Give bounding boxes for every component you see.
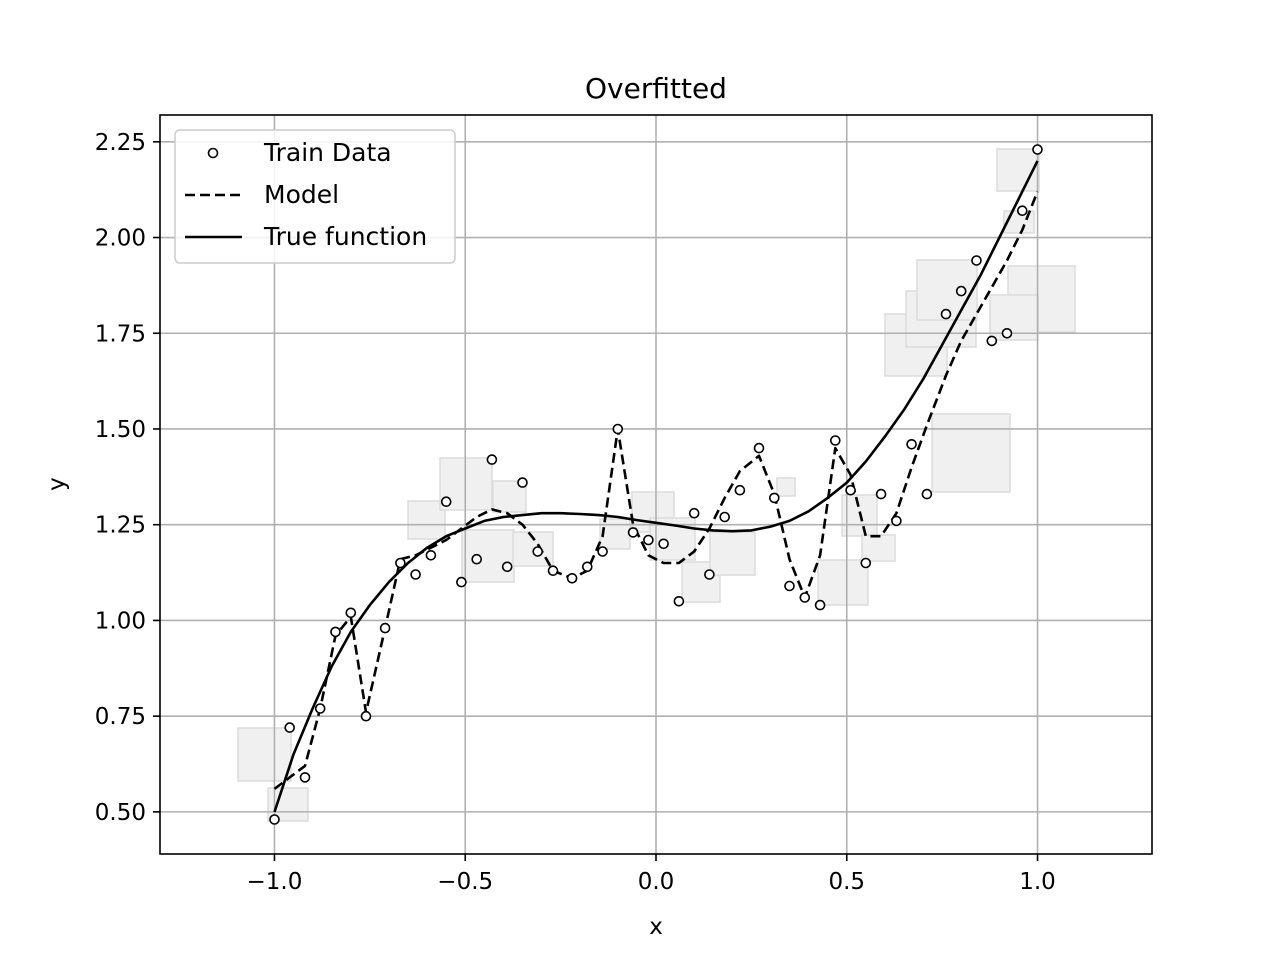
train-data-point <box>314 703 326 714</box>
train-data-point <box>719 511 731 523</box>
train-data-point <box>814 599 826 611</box>
chart-title: Overfitted <box>585 72 727 105</box>
background-patches <box>237 148 1076 822</box>
train-data-point <box>986 335 998 347</box>
train-data-point <box>799 592 811 603</box>
train-data-point <box>1001 327 1013 339</box>
train-data-point <box>627 527 639 538</box>
train-data-point <box>768 492 780 504</box>
train-data-point <box>566 572 578 584</box>
train-data-point <box>395 557 406 569</box>
train-data-point <box>425 549 437 561</box>
x-tick-label: −1.0 <box>247 869 303 895</box>
train-data-point <box>532 546 544 557</box>
train-data-point <box>486 454 498 465</box>
y-axis-label: y <box>44 477 70 491</box>
train-data-point <box>940 308 952 320</box>
train-data-point <box>345 607 357 619</box>
train-data-point <box>971 255 982 266</box>
train-data-point <box>284 722 296 733</box>
train-data-point <box>829 435 841 446</box>
train-data-point <box>753 442 765 454</box>
train-data-point <box>471 553 483 565</box>
train-data-point <box>875 488 887 500</box>
train-data-point <box>456 576 467 588</box>
train-data-point <box>581 561 593 573</box>
train-data-point <box>1016 205 1028 216</box>
x-tick-label: 1.0 <box>1019 869 1056 895</box>
train-data-point <box>643 534 654 546</box>
train-data-point <box>410 569 421 580</box>
train-data-point <box>1032 144 1043 155</box>
train-data-point <box>734 484 746 496</box>
legend-marker-train <box>207 147 219 159</box>
x-axis: −1.0 −0.5 0.0 0.5 1.0 <box>247 854 1056 895</box>
train-data-point <box>299 772 311 783</box>
train-data-point <box>906 438 917 450</box>
x-axis-label: x <box>649 914 663 940</box>
train-data-point <box>955 285 967 297</box>
plot-series <box>269 144 1043 825</box>
y-tick-label: 0.50 <box>95 800 146 826</box>
train-data-point <box>360 710 372 722</box>
train-data-point <box>440 496 452 508</box>
y-tick-label: 1.00 <box>95 608 146 634</box>
legend-label-train: Train Data <box>263 138 392 167</box>
train-data-point <box>921 488 933 500</box>
y-tick-label: 2.25 <box>95 130 146 156</box>
train-data-point <box>658 538 669 550</box>
y-tick-label: 1.75 <box>95 321 146 347</box>
x-tick-label: 0.0 <box>638 869 675 895</box>
y-axis: 0.50 0.75 1.00 1.25 1.50 1.75 2.00 2.25 <box>95 130 160 826</box>
y-tick-label: 1.50 <box>95 417 146 443</box>
true-function-line <box>273 160 1039 813</box>
plot-frame <box>159 114 1153 855</box>
x-tick-label: 0.5 <box>828 869 865 895</box>
legend-label-true: True function <box>263 222 427 251</box>
y-tick-label: 0.75 <box>95 704 146 730</box>
train-data-point <box>612 423 624 435</box>
x-tick-label: −0.5 <box>437 869 493 895</box>
train-data-point <box>673 595 685 607</box>
train-data-point <box>891 515 902 527</box>
train-data-point <box>379 622 391 634</box>
train-data-point <box>597 546 608 557</box>
train-data-point <box>688 507 700 519</box>
legend-box <box>174 129 456 264</box>
train-data-point <box>269 814 280 825</box>
train-data-point <box>845 484 856 496</box>
train-data-point <box>330 626 341 638</box>
train-data-point <box>501 561 513 573</box>
y-tick-label: 1.25 <box>95 513 146 539</box>
legend: Train Data Model True function <box>174 129 456 264</box>
y-tick-label: 2.00 <box>95 226 146 252</box>
legend-label-model: Model <box>264 180 339 209</box>
train-data-point <box>784 580 795 592</box>
train-data-point <box>860 557 872 569</box>
train-data-point <box>517 477 528 488</box>
train-data-point <box>704 569 715 580</box>
train-data-point <box>547 565 559 577</box>
